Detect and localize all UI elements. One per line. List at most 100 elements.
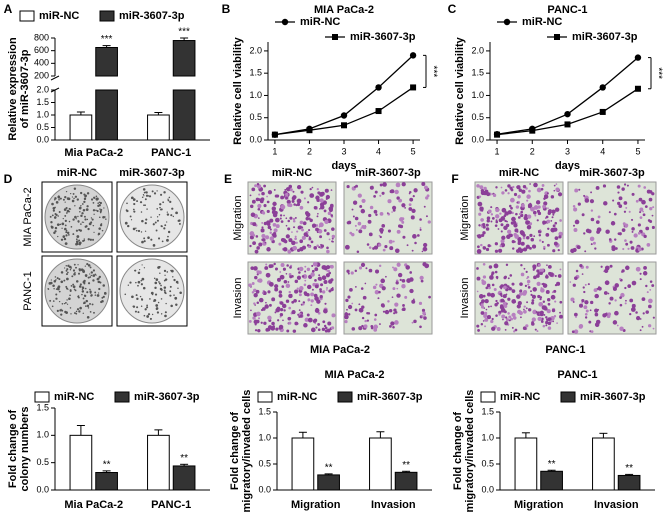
cell (550, 294, 556, 300)
cell (318, 229, 323, 234)
colony (167, 230, 171, 234)
cell (364, 319, 367, 323)
cell (294, 289, 299, 294)
colony (79, 191, 83, 195)
cell (481, 233, 485, 238)
cell (298, 309, 301, 311)
colony (135, 281, 137, 284)
colony (163, 286, 167, 289)
cell (551, 209, 556, 214)
cell (612, 286, 617, 291)
cell (608, 302, 611, 305)
cell (480, 322, 484, 326)
cell (546, 264, 548, 267)
bar (147, 114, 170, 141)
colony (83, 200, 86, 203)
cell (572, 247, 577, 253)
cell (254, 329, 258, 332)
colony (92, 269, 96, 272)
cell (518, 188, 522, 192)
cell (487, 244, 491, 248)
cell (286, 199, 291, 205)
colony (80, 214, 83, 218)
colony (147, 236, 150, 239)
colony (74, 215, 77, 219)
colony (68, 234, 70, 236)
cell (378, 264, 382, 268)
cell (510, 197, 515, 203)
colony (53, 231, 56, 235)
colony (91, 218, 94, 221)
cell (495, 186, 498, 189)
cell (522, 326, 527, 330)
colony (156, 311, 160, 314)
bar (592, 437, 615, 491)
cell (559, 268, 562, 271)
colony (165, 302, 167, 305)
colony (94, 273, 97, 276)
cell (269, 228, 272, 231)
cell (578, 324, 584, 329)
cell (402, 235, 406, 239)
cell (279, 301, 284, 305)
colony (160, 288, 163, 291)
cell (547, 211, 551, 215)
x-tick-label: 4 (600, 146, 605, 156)
cell (597, 308, 600, 311)
cell (304, 323, 307, 327)
cell (404, 207, 406, 209)
cell (494, 224, 498, 227)
cell (304, 270, 307, 273)
cell (520, 241, 525, 246)
cell (328, 238, 331, 241)
cell (516, 304, 521, 309)
cell (286, 329, 290, 333)
colony (102, 295, 105, 298)
bar (69, 434, 93, 491)
image-frame (343, 261, 433, 335)
cell (285, 224, 288, 227)
cell (331, 287, 334, 289)
cell (304, 265, 307, 268)
cell (619, 303, 623, 307)
cell (275, 217, 280, 223)
cell (287, 249, 292, 254)
cell (477, 234, 482, 239)
colony (66, 231, 70, 235)
cell (271, 328, 274, 330)
cell (651, 214, 654, 217)
cell (394, 302, 399, 307)
significance: ** (325, 463, 333, 474)
cell (597, 215, 601, 219)
cell (292, 217, 296, 221)
x-tick-label: Mia PaCa-2 (64, 499, 123, 511)
cell (262, 291, 267, 296)
cell (257, 328, 261, 333)
cell (421, 315, 424, 318)
cell (575, 269, 579, 273)
colony (160, 284, 162, 287)
x-tick-label: Migration (291, 499, 341, 511)
colony (63, 302, 66, 305)
cell (630, 218, 634, 221)
cell (258, 193, 261, 196)
cell (401, 203, 406, 208)
cell (639, 216, 643, 219)
axis-break (50, 75, 60, 81)
colony (101, 229, 104, 232)
cell (316, 244, 319, 248)
cell (267, 190, 273, 195)
cell (373, 245, 379, 250)
colony (89, 266, 92, 269)
colony (87, 264, 91, 267)
cell (531, 294, 537, 299)
cell (546, 297, 551, 302)
colony (153, 299, 157, 302)
colony (77, 272, 81, 275)
colony (154, 286, 157, 290)
cell (349, 287, 353, 292)
cell (323, 324, 327, 328)
colony (84, 194, 87, 198)
y-tick-label: 0.0 (481, 484, 494, 494)
cell (539, 312, 544, 317)
